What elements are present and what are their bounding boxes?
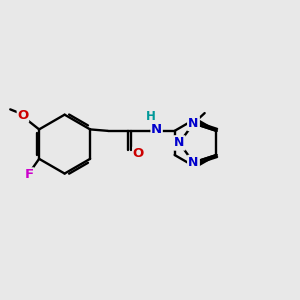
Text: H: H	[146, 110, 156, 123]
Text: N: N	[151, 123, 162, 136]
Text: N: N	[188, 156, 199, 169]
Text: O: O	[17, 109, 28, 122]
Text: F: F	[25, 168, 34, 181]
Text: N: N	[188, 117, 199, 130]
Text: O: O	[133, 147, 144, 160]
Text: N: N	[174, 136, 184, 149]
